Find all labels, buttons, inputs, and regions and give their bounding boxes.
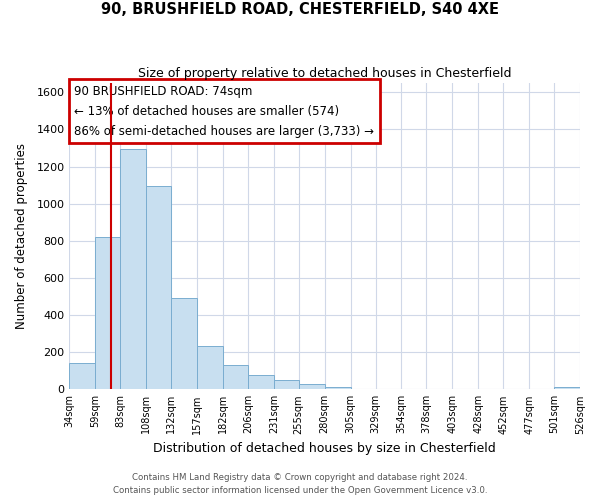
Bar xyxy=(554,387,580,390)
Bar xyxy=(120,149,146,390)
Bar xyxy=(197,346,223,390)
Bar xyxy=(325,386,350,390)
Text: 90, BRUSHFIELD ROAD, CHESTERFIELD, S40 4XE: 90, BRUSHFIELD ROAD, CHESTERFIELD, S40 4… xyxy=(101,2,499,18)
Bar xyxy=(248,376,274,390)
Bar xyxy=(146,186,171,390)
Text: 90 BRUSHFIELD ROAD: 74sqm
← 13% of detached houses are smaller (574)
86% of semi: 90 BRUSHFIELD ROAD: 74sqm ← 13% of detac… xyxy=(74,84,374,138)
Bar xyxy=(70,364,95,390)
Y-axis label: Number of detached properties: Number of detached properties xyxy=(15,143,28,329)
Bar xyxy=(223,365,248,390)
Bar xyxy=(95,237,120,390)
X-axis label: Distribution of detached houses by size in Chesterfield: Distribution of detached houses by size … xyxy=(153,442,496,455)
Title: Size of property relative to detached houses in Chesterfield: Size of property relative to detached ho… xyxy=(138,68,511,80)
Bar xyxy=(274,380,299,390)
Text: Contains HM Land Registry data © Crown copyright and database right 2024.
Contai: Contains HM Land Registry data © Crown c… xyxy=(113,474,487,495)
Bar xyxy=(171,298,197,390)
Bar xyxy=(299,384,325,390)
